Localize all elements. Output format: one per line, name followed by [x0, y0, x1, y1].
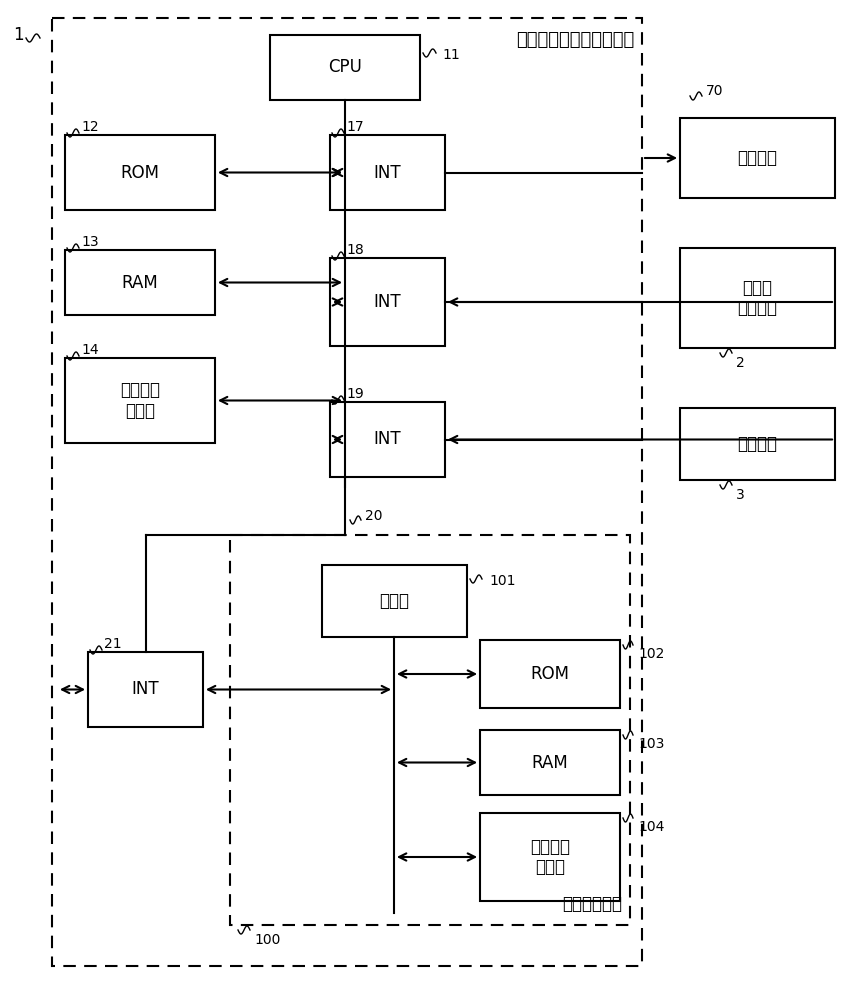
Text: 104: 104	[638, 820, 665, 834]
Bar	[480, 640, 620, 708]
Text: 102: 102	[638, 647, 665, 661]
Text: 1: 1	[13, 26, 23, 44]
Bar	[330, 135, 445, 210]
Bar	[65, 135, 215, 210]
Text: 11: 11	[442, 48, 460, 62]
Bar	[480, 730, 620, 795]
Text: 12: 12	[81, 120, 98, 134]
Text: 3: 3	[736, 488, 745, 502]
Text: 机器学习装置: 机器学习装置	[562, 895, 622, 913]
Bar	[680, 408, 835, 480]
Bar	[230, 535, 630, 925]
Bar	[680, 118, 835, 198]
Text: RAM: RAM	[532, 754, 569, 772]
Text: 19: 19	[346, 387, 363, 401]
Bar	[52, 18, 642, 966]
Text: 处理器: 处理器	[380, 592, 410, 610]
Text: 18: 18	[346, 243, 363, 257]
Text: 非易失性
存储器: 非易失性 存储器	[120, 381, 160, 420]
Text: INT: INT	[374, 293, 401, 311]
Text: ROM: ROM	[531, 665, 570, 683]
Bar	[680, 248, 835, 348]
Text: 控制装置: 控制装置	[738, 435, 778, 453]
Text: 13: 13	[81, 235, 98, 249]
Text: INT: INT	[374, 430, 401, 448]
Text: 20: 20	[365, 509, 382, 523]
Bar	[480, 813, 620, 901]
Text: 100: 100	[254, 933, 280, 947]
Bar	[330, 258, 445, 346]
Text: 2: 2	[736, 356, 745, 370]
Text: 显示装置: 显示装置	[738, 149, 778, 167]
Bar	[322, 565, 467, 637]
Text: 103: 103	[638, 737, 665, 751]
Text: 101: 101	[489, 574, 515, 588]
Bar	[330, 402, 445, 477]
Bar	[65, 358, 215, 443]
Text: INT: INT	[132, 680, 160, 698]
Bar	[65, 250, 215, 315]
Text: ROM: ROM	[121, 163, 160, 182]
Text: 切削液
供给装置: 切削液 供给装置	[738, 279, 778, 317]
Text: CPU: CPU	[328, 58, 362, 77]
Bar	[88, 652, 203, 727]
Text: INT: INT	[374, 163, 401, 182]
Text: 17: 17	[346, 120, 363, 134]
Text: 非易失性
存储器: 非易失性 存储器	[530, 838, 570, 876]
Text: 70: 70	[706, 84, 723, 98]
Text: 切削液供给定时控制装置: 切削液供给定时控制装置	[516, 31, 634, 49]
Text: RAM: RAM	[122, 273, 159, 292]
Text: 14: 14	[81, 343, 98, 357]
Bar	[270, 35, 420, 100]
Text: 21: 21	[104, 637, 122, 651]
